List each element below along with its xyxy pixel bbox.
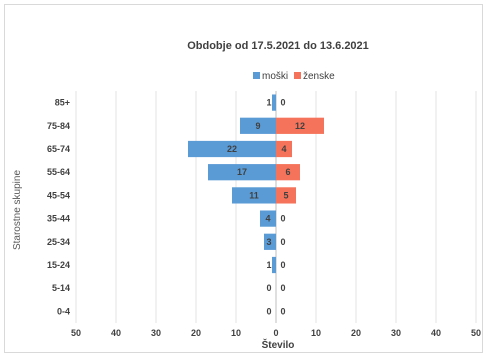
x-tick-label: 10 — [231, 328, 241, 338]
x-tick-label: 40 — [431, 328, 441, 338]
data-label-zenske: 0 — [280, 283, 285, 293]
y-tick-labels: 85+ 75-84 65-74 55-64 45-54 35-44 25-34 15-24 5-… — [47, 98, 70, 317]
bar-zenske — [276, 140, 292, 158]
bar-zenske — [276, 117, 324, 134]
data-label-moski: 22 — [227, 144, 237, 154]
x-tick-label: 50 — [471, 328, 481, 338]
x-tick-label: 40 — [111, 328, 121, 338]
bars — [188, 94, 324, 274]
data-label-zenske: 0 — [280, 306, 285, 316]
chart-frame: Obdobje od 17.5.2021 do 13.6.2021 moški … — [4, 4, 483, 353]
data-label-zenske: 0 — [280, 98, 285, 108]
data-label-moski: 11 — [249, 190, 259, 200]
bar-moski — [240, 117, 276, 134]
x-tick-label: 0 — [273, 328, 278, 338]
data-label-moski: 0 — [266, 283, 271, 293]
bar-moski — [188, 140, 276, 158]
data-label-zenske: 5 — [283, 190, 288, 200]
data-label-moski: 3 — [266, 237, 271, 247]
x-tick-label: 50 — [71, 328, 81, 338]
y-tick-label: 15-24 — [47, 260, 70, 270]
bar-moski — [260, 210, 276, 227]
x-tick-label: 20 — [351, 328, 361, 338]
chart-svg: Obdobje od 17.5.2021 do 13.6.2021 moški … — [12, 40, 481, 351]
data-label-zenske: 12 — [295, 121, 305, 131]
bar-moski — [272, 94, 276, 111]
y-tick-label: 35-44 — [47, 214, 70, 224]
y-tick-label: 75-84 — [47, 121, 70, 131]
legend-label-moski: moški — [262, 71, 288, 82]
y-tick-label: 5-14 — [52, 283, 70, 293]
bar-moski — [232, 187, 276, 204]
x-tick-label: 10 — [311, 328, 321, 338]
data-label-moski: 0 — [266, 306, 271, 316]
legend-swatch-moski — [253, 72, 260, 79]
x-tick-label: 30 — [151, 328, 161, 338]
x-tick-labels: 50 40 30 20 10 0 10 20 30 40 50 — [71, 328, 481, 338]
data-label-zenske: 4 — [281, 144, 286, 154]
data-label-moski: 17 — [237, 167, 247, 177]
data-label-moski: 4 — [265, 214, 270, 224]
bar-moski — [272, 256, 276, 274]
bar-zenske — [276, 187, 296, 204]
legend-swatch-zenske — [294, 72, 301, 79]
data-label-zenske: 0 — [280, 237, 285, 247]
data-label-zenske: 0 — [280, 214, 285, 224]
x-tick-label: 30 — [391, 328, 401, 338]
x-tick-label: 20 — [191, 328, 201, 338]
y-tick-label: 0-4 — [57, 306, 70, 316]
legend: moški ženske — [253, 71, 335, 82]
bar-zenske — [276, 164, 300, 181]
data-label-zenske: 0 — [280, 260, 285, 270]
data-label-moski: 1 — [266, 260, 271, 270]
bar-moski — [208, 164, 276, 181]
x-axis-title: Število — [262, 338, 295, 351]
data-label-zenske: 6 — [285, 167, 290, 177]
y-axis-title: Starostne skupine — [12, 170, 23, 250]
y-tick-label: 65-74 — [47, 144, 70, 154]
y-tick-label: 55-64 — [47, 167, 70, 177]
chart-title: Obdobje od 17.5.2021 do 13.6.2021 — [187, 40, 369, 52]
y-tick-label: 45-54 — [47, 190, 70, 200]
data-label-moski: 9 — [255, 121, 260, 131]
data-label-moski: 1 — [266, 98, 271, 108]
y-tick-label: 25-34 — [47, 237, 70, 247]
legend-label-zenske: ženske — [303, 71, 335, 82]
bar-moski — [264, 233, 276, 250]
y-tick-label: 85+ — [55, 98, 70, 108]
